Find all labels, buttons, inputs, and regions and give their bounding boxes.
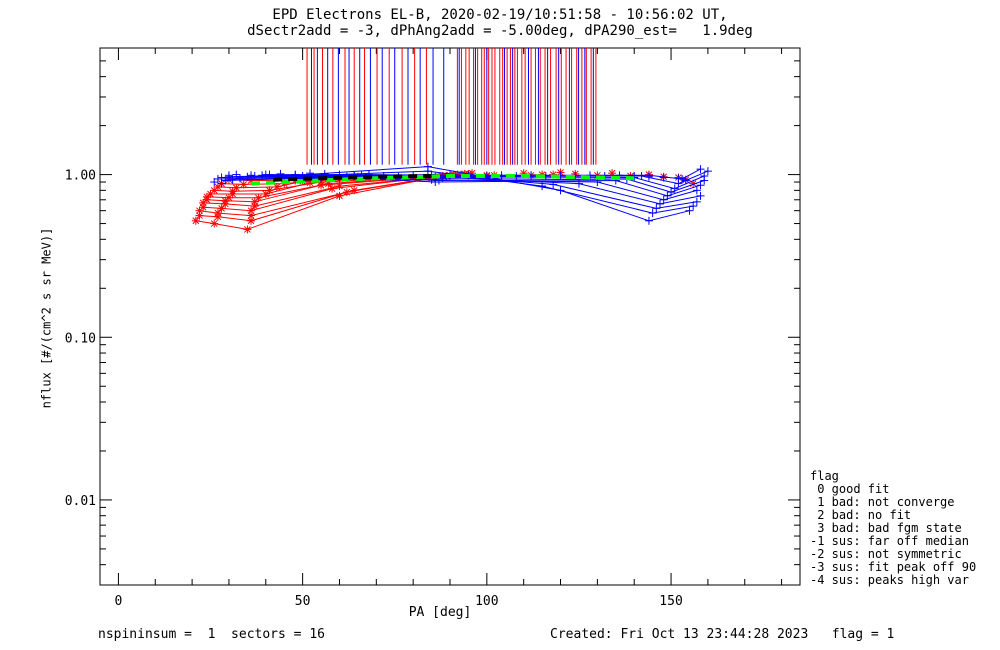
series-curve	[203, 175, 443, 212]
chart-title: EPD Electrons EL-B, 2020-02-19/10:51:58 …	[272, 7, 728, 23]
data-point	[328, 185, 336, 192]
data-point	[255, 194, 262, 202]
chart-subtitle: dSectr2add = -3, dPhAng2add = -5.00deg, …	[247, 23, 753, 39]
data-point	[240, 181, 248, 188]
data-point	[689, 180, 697, 187]
y-tick-label: 1.00	[65, 169, 96, 184]
data-point	[203, 193, 211, 201]
data-point	[232, 184, 240, 192]
x-tick-label: 50	[295, 594, 311, 609]
x-tick-label: 0	[115, 594, 123, 609]
data-point	[218, 205, 225, 212]
footer-right: Created: Fri Oct 13 23:44:28 2023 flag =…	[550, 627, 895, 642]
legend-item: -3 sus: fit peak off 90	[810, 560, 977, 574]
y-tick-label: 0.01	[65, 494, 96, 509]
data-point	[210, 220, 218, 227]
legend-item: 2 bad: no fit	[810, 508, 912, 522]
x-tick-label: 150	[659, 594, 682, 609]
data-point	[247, 217, 255, 225]
series-curve	[247, 176, 705, 193]
data-point	[192, 217, 200, 225]
data-point	[244, 226, 251, 233]
footer-left: nspininsum = 1 sectors = 16	[98, 627, 325, 642]
legend-item: -4 sus: peaks high var	[810, 573, 969, 587]
x-axis-label: PA [deg]	[408, 605, 472, 620]
data-point	[247, 212, 255, 219]
data-point	[350, 186, 358, 194]
legend-title: flag	[810, 469, 839, 483]
legend-item: 1 bad: not converge	[810, 495, 955, 509]
plot-frame	[99, 47, 801, 586]
series-curve	[269, 168, 701, 180]
fit-curve	[251, 174, 635, 186]
data-point	[196, 212, 203, 219]
y-axis-label: nflux [#/(cm^2 s sr MeV)]	[39, 227, 54, 409]
x-tick-label: 100	[475, 594, 498, 609]
y-tick-label: 0.10	[65, 331, 96, 346]
legend-item: -1 sus: far off median	[810, 534, 969, 548]
flag-legend: flag 0 good fit 1 bad: not converge 2 ba…	[810, 470, 976, 587]
data-point	[273, 183, 281, 191]
legend-item: -2 sus: not symmetric	[810, 547, 962, 561]
legend-item: 3 bad: bad fgm state	[810, 521, 962, 535]
data-point	[247, 207, 255, 215]
data-point	[214, 209, 222, 217]
fit-curve	[273, 174, 432, 182]
data-point	[266, 186, 273, 194]
legend-item: 0 good fit	[810, 482, 890, 496]
